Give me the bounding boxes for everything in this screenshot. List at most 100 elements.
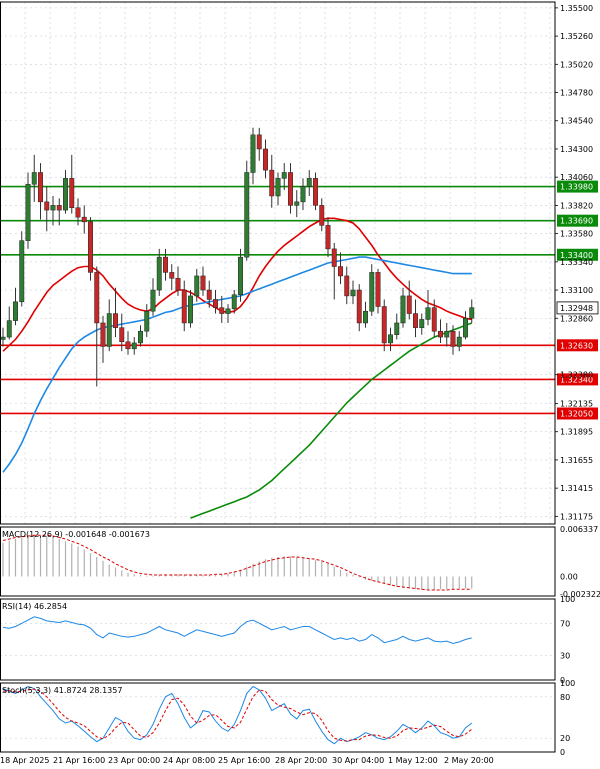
candle-body	[463, 318, 468, 338]
candle-body	[94, 272, 100, 324]
time-axis-label: 2 May 20:00	[444, 756, 494, 765]
candle-body	[269, 169, 275, 197]
candle-body	[250, 134, 256, 173]
candle-body	[19, 240, 25, 303]
level-price-tag	[557, 373, 598, 386]
rsi-tick-label: 100	[560, 595, 575, 604]
level-price-label: 1.33690	[560, 217, 593, 226]
price-tick-label: 1.33340	[560, 258, 593, 267]
level-price-tag	[557, 180, 598, 193]
level-price-tag	[557, 214, 598, 227]
candle-body	[119, 327, 125, 343]
moving-average-line	[2, 217, 472, 352]
candle-body	[225, 308, 231, 314]
candle-body	[56, 205, 62, 211]
candle-body	[388, 334, 393, 344]
stoch-label: Stoch(5,3,3) 41.8724 28.1357	[2, 686, 122, 695]
candle-body	[431, 307, 437, 332]
candle-body	[0, 336, 6, 340]
candle-body	[238, 256, 243, 295]
candle-body	[363, 310, 368, 324]
price-tick-label: 1.31655	[560, 456, 593, 465]
time-axis-label: 25 Apr 16:00	[218, 756, 270, 765]
candle-body	[256, 134, 262, 150]
price-tick-label: 1.32380	[560, 371, 593, 380]
candle-body	[69, 178, 75, 208]
level-price-tag	[557, 407, 598, 420]
candle-body	[344, 275, 350, 297]
candle-body	[394, 322, 400, 335]
time-axis-label: 1 May 12:00	[388, 756, 438, 765]
price-tick-label: 1.34300	[560, 145, 593, 154]
candle-body	[306, 178, 312, 187]
candle-body	[138, 330, 143, 344]
rsi-tick-label: 30	[560, 652, 570, 661]
candle-body	[325, 225, 331, 250]
stoch-tick-label: 0	[560, 748, 565, 757]
pane-frame	[0, 598, 556, 681]
candle-body	[156, 256, 162, 291]
candle-body	[206, 289, 212, 300]
stoch-signal-line	[2, 688, 473, 742]
rsi-tick-label: 0	[560, 676, 565, 685]
stoch-tick-label: 80	[560, 693, 570, 702]
candle-body	[175, 278, 181, 291]
candle-body	[63, 178, 68, 211]
candle-body	[25, 183, 31, 241]
macd-tick-label: -0.002322	[560, 590, 600, 599]
candle-body	[13, 301, 18, 321]
candle-body	[425, 307, 431, 320]
candle-body	[356, 289, 362, 324]
candle-body	[338, 266, 343, 277]
candle-body	[31, 172, 37, 185]
candle-body	[419, 319, 425, 328]
candle-body	[50, 205, 56, 211]
candle-body	[6, 320, 12, 338]
time-axis-label: 30 Apr 04:00	[332, 756, 384, 765]
stoch-tick-label: 20	[560, 734, 570, 743]
price-tick-label: 1.34540	[560, 117, 593, 126]
candle-body	[81, 216, 87, 223]
candle-body	[456, 336, 462, 347]
time-axis-label: 21 Apr 16:00	[53, 756, 105, 765]
candle-body	[331, 248, 337, 267]
macd-tick-label: 0.006337	[560, 525, 598, 534]
price-tick-label: 1.31895	[560, 428, 593, 437]
candle-body	[219, 307, 225, 314]
candle-body	[350, 289, 356, 297]
candle-body	[375, 272, 381, 307]
level-price-label: 1.33980	[560, 183, 593, 192]
rsi-label: RSI(14) 46.2854	[2, 602, 67, 611]
candle-body	[106, 313, 112, 347]
time-axis-label: 23 Apr 00:00	[108, 756, 160, 765]
price-tick-label: 1.34780	[560, 89, 593, 98]
price-tick-label: 1.35020	[560, 60, 593, 69]
price-tick-label: 1.31175	[560, 512, 593, 521]
level-price-label: 1.32050	[560, 409, 593, 418]
price-tick-label: 1.34060	[560, 173, 593, 182]
candle-body	[150, 289, 156, 312]
price-tick-label: 1.35500	[560, 4, 593, 13]
candle-body	[281, 172, 287, 179]
candle-body	[188, 295, 193, 324]
candle-body	[300, 186, 306, 203]
price-tick-label: 1.35260	[560, 32, 593, 41]
macd-tick-label: 0.00	[560, 573, 578, 582]
candle-body	[194, 275, 200, 297]
time-axis-label: 18 Apr 2025	[0, 756, 49, 765]
level-price-label: 1.32340	[560, 375, 593, 384]
level-price-label: 1.32630	[560, 341, 593, 350]
rsi-line	[2, 616, 472, 645]
price-tick-label: 1.33820	[560, 201, 593, 210]
candle-body	[400, 295, 406, 324]
candle-body	[444, 330, 450, 338]
candle-body	[275, 178, 281, 197]
candle-body	[469, 307, 475, 319]
candle-body	[450, 330, 456, 347]
macd-signal-line	[2, 534, 472, 591]
candle-body	[244, 172, 250, 258]
candle-body	[294, 201, 300, 206]
candle-body	[113, 313, 118, 328]
price-tick-label: 1.32135	[560, 399, 593, 408]
